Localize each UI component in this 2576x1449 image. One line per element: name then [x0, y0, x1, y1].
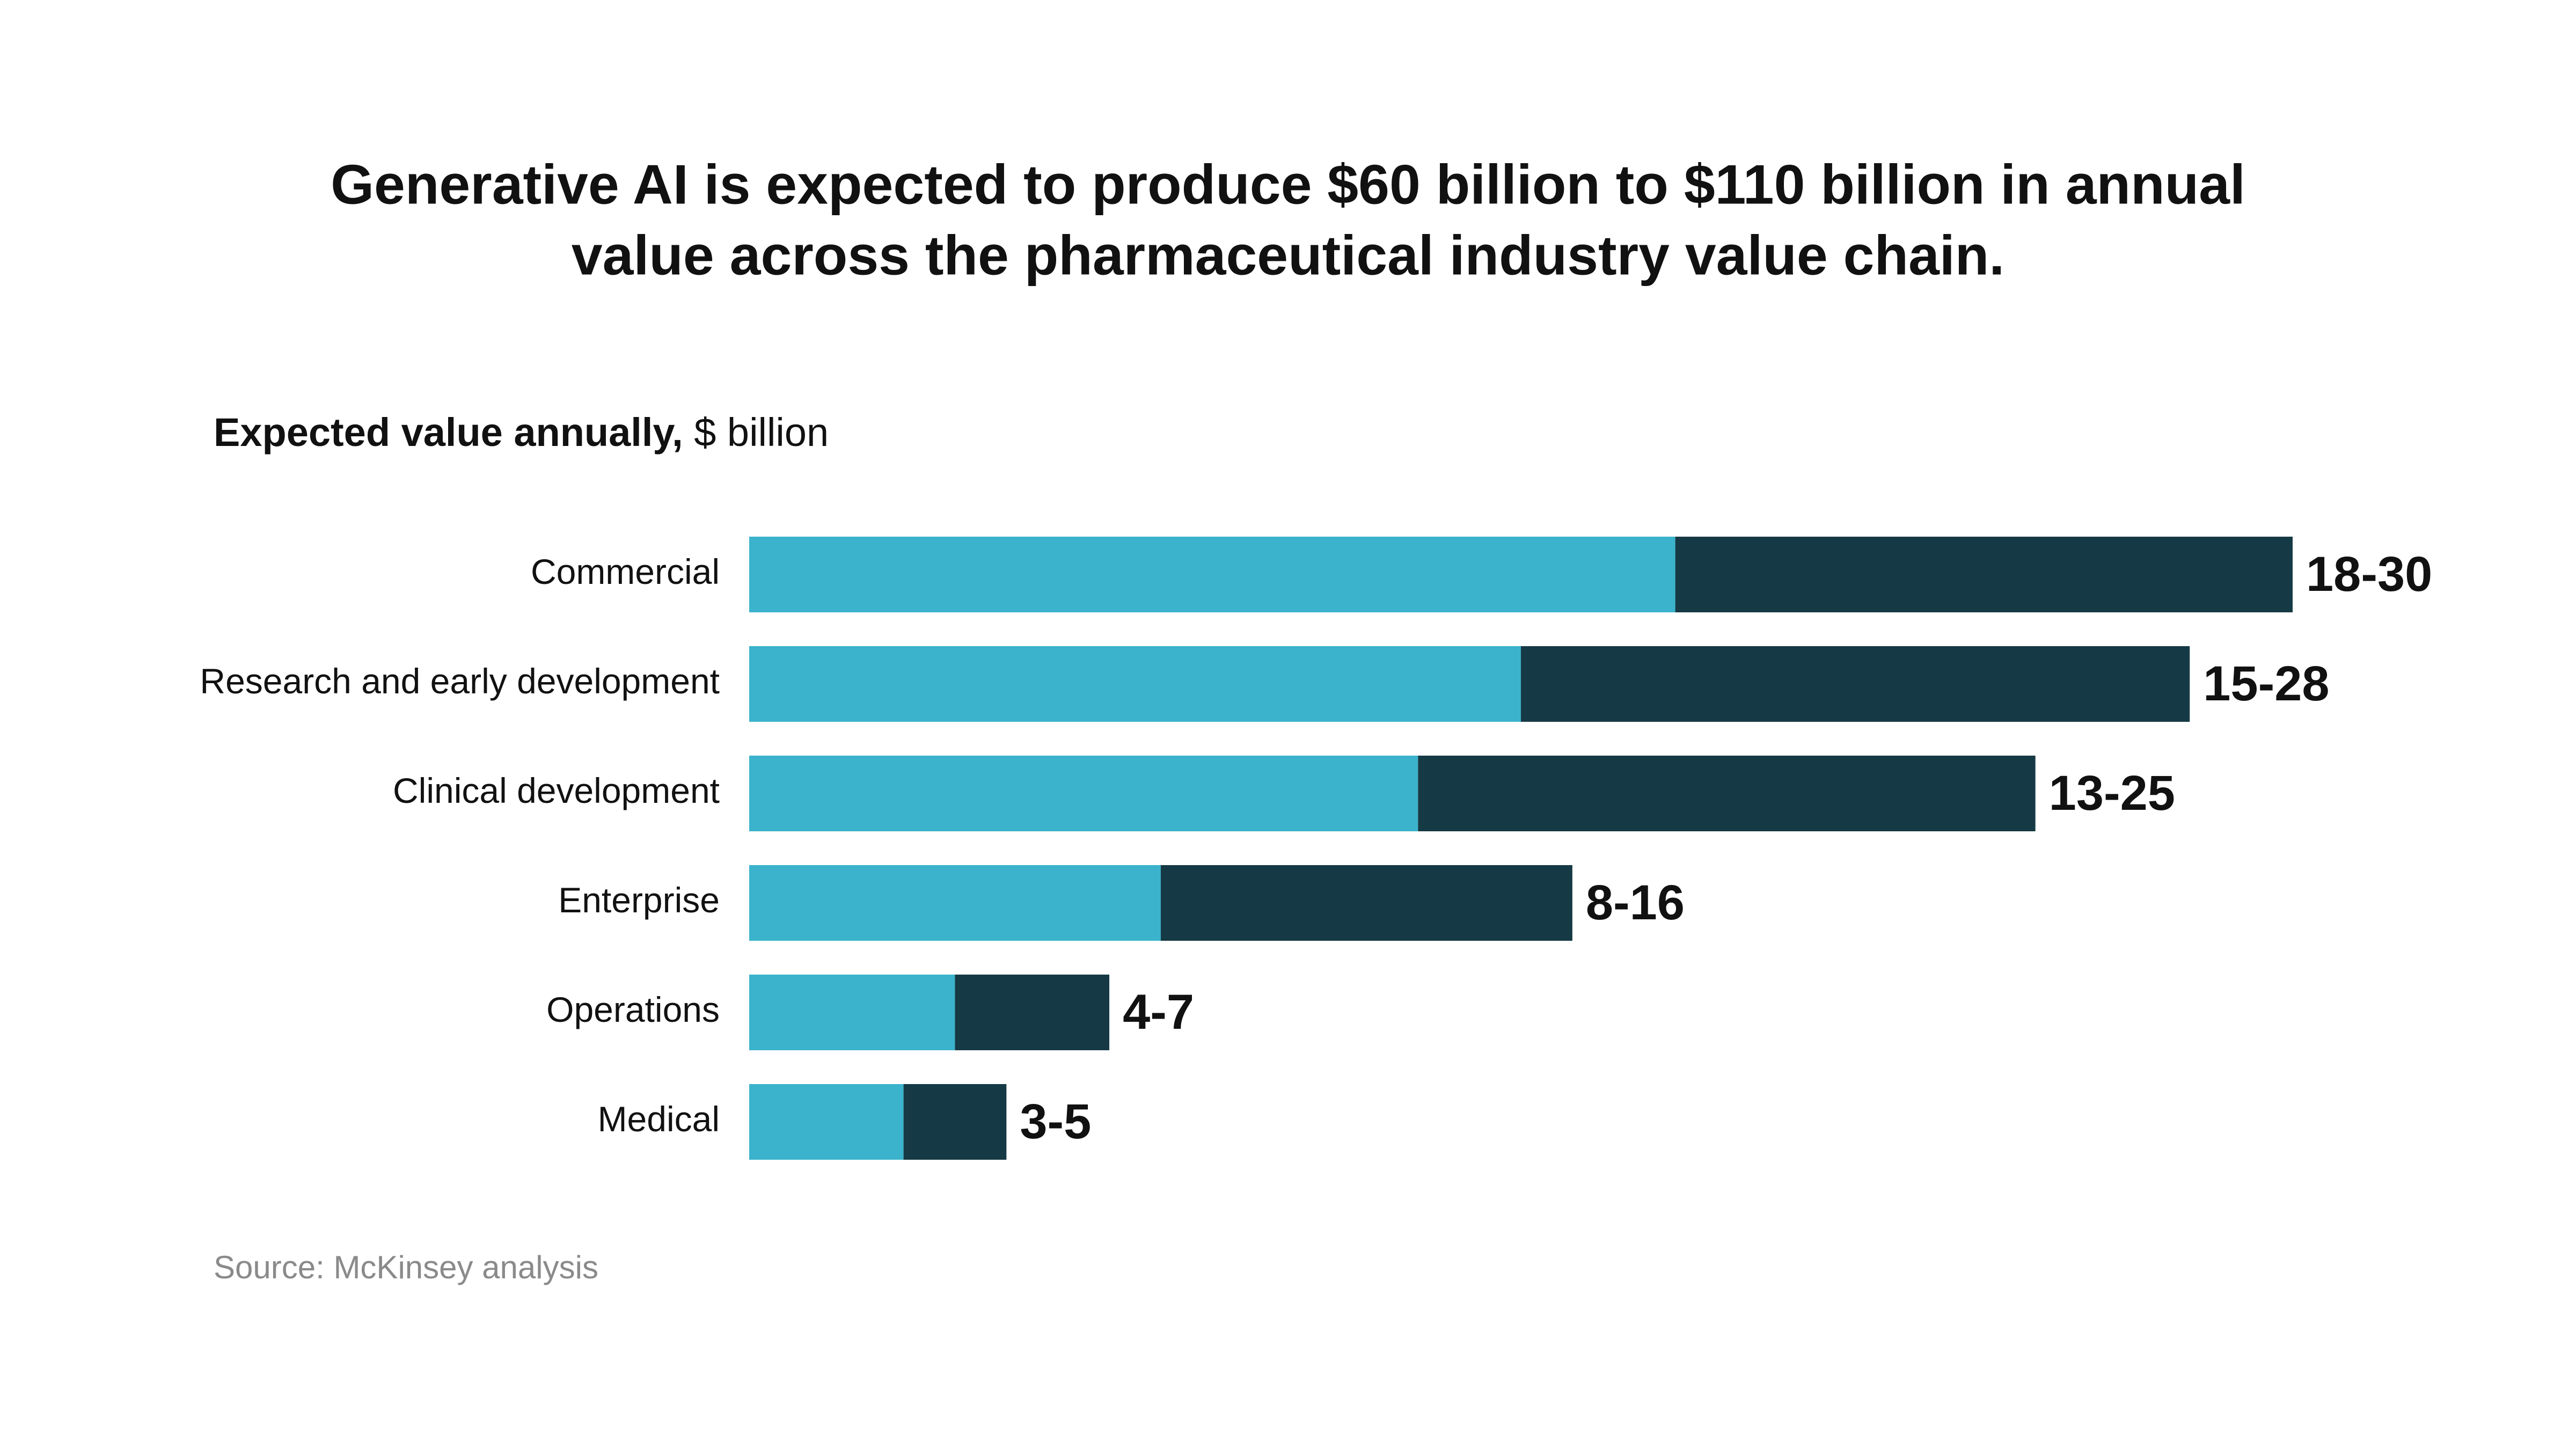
- value-label: 15-28: [2203, 656, 2329, 711]
- low-bar: [749, 865, 1161, 941]
- unit: $ billion: [694, 410, 829, 455]
- category-label: Research and early development: [200, 661, 720, 701]
- range-bar: [1418, 756, 2036, 831]
- chart-title: value across the pharmaceutical industry…: [572, 224, 2004, 287]
- value-label: 8-16: [1586, 875, 1685, 930]
- low-bar: [749, 646, 1521, 722]
- range-bar: [1521, 646, 2190, 722]
- value-label: 3-5: [1020, 1094, 1091, 1149]
- category-label: Clinical development: [393, 771, 720, 810]
- source: Source: McKinsey analysis: [214, 1249, 598, 1285]
- range-bar: [955, 975, 1110, 1050]
- low-bar: [749, 537, 1675, 612]
- range-bar: [1675, 537, 2293, 612]
- low-bar: [749, 975, 955, 1050]
- range-bar: [1160, 865, 1572, 941]
- subtitle-bold: Expected value annually,: [214, 410, 683, 455]
- subtitle: Expected value annually, $ billion: [214, 410, 829, 455]
- value-label: 4-7: [1123, 985, 1194, 1040]
- chart-title: Generative AI is expected to produce $60…: [331, 153, 2245, 216]
- category-label: Operations: [546, 990, 720, 1029]
- range-bar: [903, 1084, 1007, 1160]
- category-label: Enterprise: [558, 880, 720, 920]
- category-label: Medical: [598, 1099, 720, 1139]
- value-label: 13-25: [2049, 766, 2175, 821]
- category-label: Commercial: [531, 552, 720, 591]
- low-bar: [749, 1084, 904, 1160]
- value-label: 18-30: [2306, 547, 2432, 602]
- low-bar: [749, 756, 1418, 831]
